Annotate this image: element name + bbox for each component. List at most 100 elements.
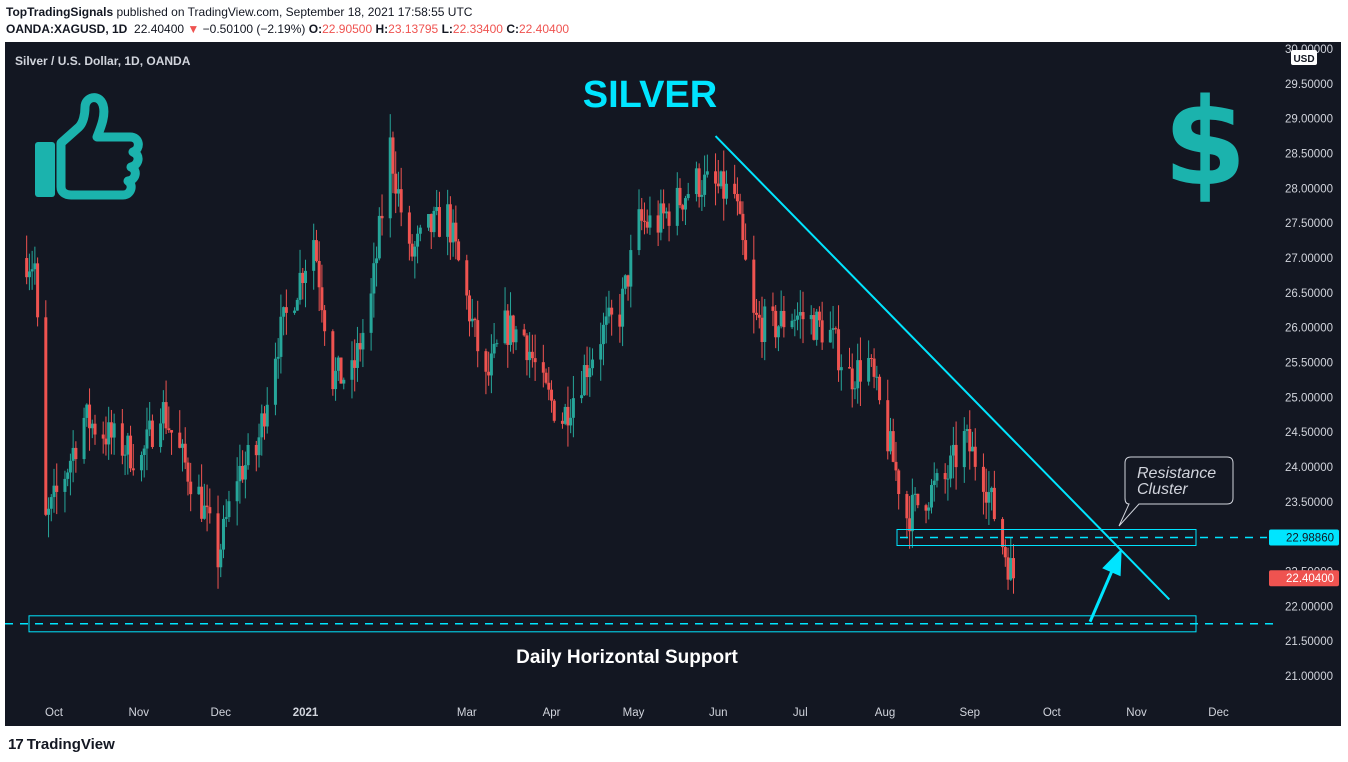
- candle-body: [793, 319, 797, 321]
- candle-body: [585, 365, 589, 378]
- candle-body: [314, 240, 318, 261]
- x-tick-label: 2021: [293, 707, 319, 719]
- candle-body: [476, 320, 480, 352]
- x-tick-label: Dec: [211, 707, 232, 719]
- candle-body: [219, 549, 223, 568]
- price-axis[interactable]: 30.0000029.5000029.0000028.5000028.00000…: [1269, 44, 1339, 683]
- candle-body: [897, 470, 901, 495]
- candle-body: [850, 368, 854, 390]
- candle-body: [492, 343, 496, 354]
- candle-body: [246, 444, 250, 466]
- candle-body: [208, 507, 212, 514]
- y-tick-label: 25.50000: [1285, 358, 1333, 370]
- candle-body: [763, 306, 767, 343]
- publisher-name[interactable]: TopTradingSignals: [6, 5, 114, 19]
- arrow-head-icon: [1102, 548, 1122, 577]
- candle-body: [150, 420, 154, 447]
- candle-body: [760, 317, 764, 343]
- candle-body: [257, 437, 261, 456]
- candle-body: [47, 508, 51, 515]
- x-tick-label: Oct: [1043, 707, 1062, 719]
- candle-body: [552, 400, 556, 421]
- candle-body: [924, 505, 928, 511]
- candle-body: [858, 360, 862, 382]
- candle-body: [489, 353, 493, 376]
- candle-body: [992, 487, 996, 520]
- candle-body: [973, 446, 977, 467]
- candle-body: [798, 312, 802, 316]
- candle-body: [703, 174, 707, 195]
- candle-body: [722, 171, 726, 199]
- annotation-layer: [5, 135, 1273, 633]
- candle-body: [828, 329, 832, 343]
- candle-body: [984, 491, 988, 503]
- candle-body: [101, 434, 105, 439]
- tradingview-logo[interactable]: 17 TradingView: [8, 736, 115, 753]
- candle-body: [888, 431, 892, 452]
- candle-body: [427, 214, 431, 228]
- candle-body: [394, 173, 398, 194]
- candle-body: [686, 194, 690, 199]
- chart-title: SILVER: [583, 74, 717, 116]
- candle-body: [44, 317, 48, 515]
- candle-body: [694, 168, 698, 195]
- candle-body: [104, 438, 108, 445]
- candle-body: [227, 501, 231, 518]
- chart-panel[interactable]: Silver / U.S. Dollar, 1D, OANDA SILVER $…: [5, 42, 1341, 726]
- candle-body: [588, 368, 592, 378]
- resistance-label-line1: Resistance: [1137, 465, 1216, 482]
- low-label: L:: [441, 22, 453, 36]
- y-tick-label: 26.50000: [1285, 288, 1333, 300]
- candle-body: [544, 372, 548, 383]
- candle-body: [145, 429, 149, 449]
- x-tick-label: Oct: [45, 707, 64, 719]
- candle-body: [63, 478, 67, 492]
- publish-info: TopTradingSignals published on TradingVi…: [6, 5, 472, 19]
- candle-body: [36, 263, 40, 318]
- candle-body: [929, 485, 933, 508]
- candle-body: [437, 207, 441, 237]
- candle-body: [139, 455, 143, 471]
- candle-body: [342, 379, 346, 384]
- candle-body: [681, 205, 685, 210]
- candle-body: [320, 287, 324, 311]
- candle-body: [990, 487, 994, 493]
- candle-body: [448, 204, 452, 243]
- candle-body: [1006, 557, 1010, 580]
- candle-body: [678, 187, 682, 206]
- candle-body: [399, 189, 403, 213]
- candle-body: [186, 462, 190, 482]
- y-tick-label: 22.00000: [1285, 601, 1333, 613]
- candle-body: [667, 211, 671, 226]
- candle-body: [664, 211, 668, 214]
- candle-body: [396, 189, 400, 194]
- candle-body: [273, 358, 277, 405]
- candle-body: [88, 404, 92, 429]
- time-axis[interactable]: Oct Nov Dec 2021 Mar Apr May Jun Jul Aug Sep Oct Nov…: [45, 707, 1229, 719]
- published-text: published on TradingView.com, September …: [113, 5, 473, 19]
- candle-body: [279, 316, 283, 357]
- candle-body: [293, 310, 297, 313]
- candle-body: [350, 360, 354, 380]
- candle-body: [361, 332, 365, 350]
- candle-body: [607, 307, 611, 317]
- candle-body: [126, 435, 130, 455]
- candle-body: [243, 465, 247, 480]
- candlestick-chart[interactable]: Silver / U.S. Dollar, 1D, OANDA SILVER $…: [5, 42, 1341, 726]
- candle-body: [27, 271, 31, 278]
- candle-body: [235, 481, 239, 502]
- candle-body: [205, 505, 209, 508]
- candle-body: [869, 357, 873, 359]
- candle-body: [779, 310, 783, 327]
- tv-logo-mark: 17: [8, 736, 24, 753]
- y-tick-label: 29.00000: [1285, 114, 1333, 126]
- candle-body: [487, 371, 491, 376]
- candle-body: [771, 306, 775, 311]
- candle-body: [282, 307, 286, 317]
- candle-body: [71, 447, 75, 461]
- candle-body: [142, 448, 146, 456]
- candle-body: [642, 220, 646, 222]
- y-tick-label: 24.50000: [1285, 427, 1333, 439]
- candle-body: [312, 240, 316, 271]
- candle-body: [509, 315, 513, 345]
